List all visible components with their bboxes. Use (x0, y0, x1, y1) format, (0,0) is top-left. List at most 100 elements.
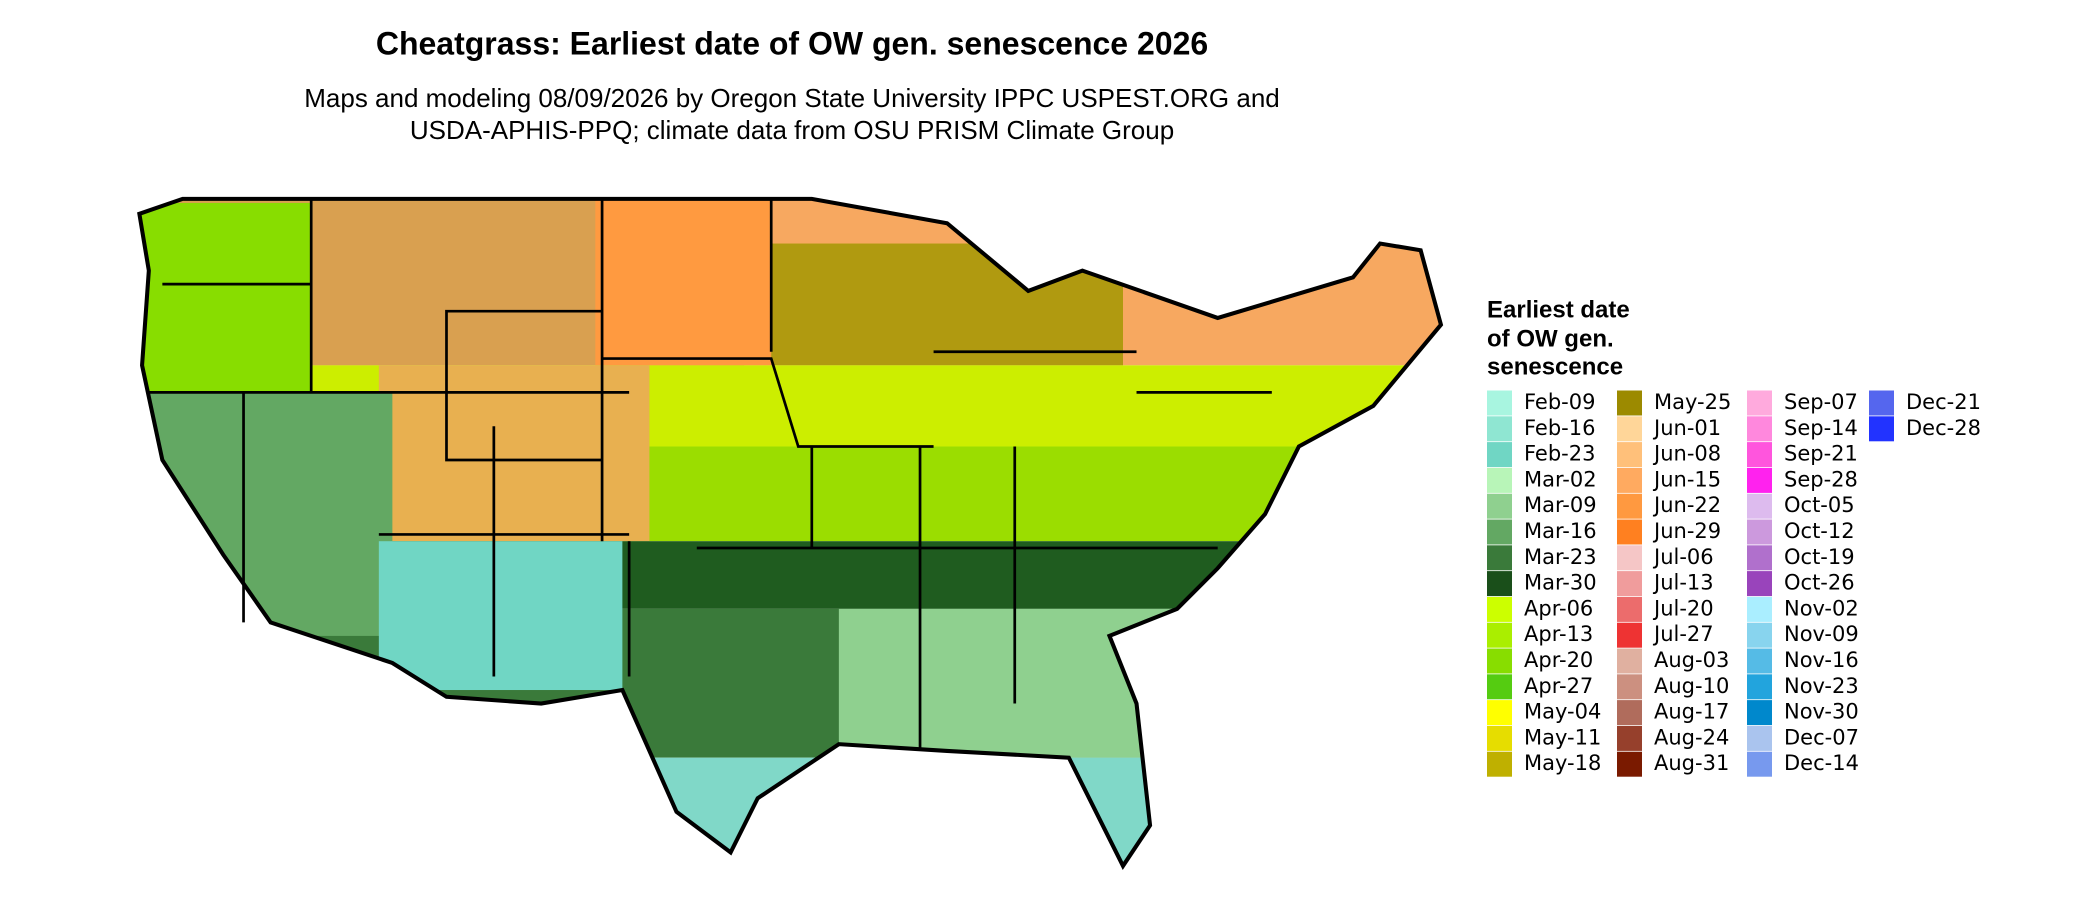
legend-swatch (1617, 442, 1642, 468)
legend-swatch (1487, 622, 1512, 648)
legend-title: senescence (1487, 353, 1623, 380)
legend-label: Oct-05 (1784, 493, 1855, 517)
legend-swatch (1617, 545, 1642, 571)
legend-swatch (1487, 545, 1512, 571)
legend-swatch (1617, 416, 1642, 442)
legend-label: Jun-22 (1652, 493, 1721, 517)
legend-label: Apr-06 (1524, 596, 1593, 620)
legend-swatch (1747, 545, 1772, 571)
legend-swatch (1487, 751, 1512, 777)
legend-swatch (1487, 725, 1512, 751)
legend-swatch (1617, 725, 1642, 751)
legend-swatch (1487, 571, 1512, 597)
legend-label: Mar-16 (1524, 519, 1597, 543)
legend-label: Aug-31 (1654, 751, 1729, 775)
legend-swatch (1869, 416, 1894, 442)
legend-swatch (1487, 648, 1512, 674)
legend-swatch (1747, 751, 1772, 777)
legend-label: Mar-30 (1524, 571, 1597, 595)
legend-label: Oct-19 (1784, 545, 1855, 569)
legend-swatch (1617, 519, 1642, 545)
map-subtitle: Maps and modeling 08/09/2026 by Oregon S… (304, 83, 1280, 113)
legend-swatch (1487, 442, 1512, 468)
legend-label: Feb-16 (1524, 416, 1595, 440)
legend-swatch (1747, 442, 1772, 468)
legend-label: Dec-14 (1784, 751, 1859, 775)
legend-swatch (1747, 467, 1772, 493)
legend-swatch (1617, 571, 1642, 597)
legend-label: May-11 (1524, 725, 1601, 749)
legend-swatch (1487, 467, 1512, 493)
legend-label: Jun-29 (1652, 519, 1721, 543)
legend-label: Mar-09 (1524, 493, 1597, 517)
legend-label: Sep-28 (1784, 467, 1858, 491)
legend-title: of OW gen. (1487, 325, 1614, 352)
legend-label: Sep-07 (1784, 390, 1858, 414)
legend-label: Aug-03 (1654, 648, 1729, 672)
legend-swatch (1747, 493, 1772, 519)
legend-swatch (1487, 596, 1512, 622)
legend-swatch (1487, 674, 1512, 700)
legend-label: Dec-28 (1906, 416, 1981, 440)
legend-label: Nov-02 (1784, 596, 1859, 620)
legend-swatch (1487, 390, 1512, 416)
legend-swatch (1617, 467, 1642, 493)
legend-label: Aug-10 (1654, 674, 1729, 698)
legend-swatch (1747, 700, 1772, 726)
legend-label: May-18 (1524, 751, 1601, 775)
legend-swatch (1487, 416, 1512, 442)
legend: Earliest date of OW gen. senescence Feb-… (1487, 296, 1981, 777)
legend-label: Nov-23 (1784, 674, 1859, 698)
legend-label: Jun-15 (1652, 467, 1721, 491)
map-subtitle: USDA-APHIS-PPQ; climate data from OSU PR… (410, 115, 1174, 145)
legend-swatch (1487, 519, 1512, 545)
legend-label: Jul-06 (1652, 545, 1714, 569)
legend-label: Nov-09 (1784, 622, 1859, 646)
legend-label: Jun-01 (1652, 416, 1721, 440)
legend-swatch (1747, 725, 1772, 751)
legend-swatch (1617, 596, 1642, 622)
legend-swatch (1747, 674, 1772, 700)
legend-label: Apr-20 (1524, 648, 1593, 672)
legend-swatch (1487, 700, 1512, 726)
us-map (137, 196, 1444, 870)
legend-swatch (1747, 622, 1772, 648)
legend-swatch (1617, 622, 1642, 648)
legend-label: Mar-23 (1524, 545, 1597, 569)
legend-label: Oct-26 (1784, 571, 1855, 595)
legend-swatch (1617, 674, 1642, 700)
legend-swatch (1747, 416, 1772, 442)
legend-label: Nov-16 (1784, 648, 1859, 672)
legend-label: Jul-20 (1652, 596, 1714, 620)
legend-label: Dec-21 (1906, 390, 1981, 414)
legend-swatch (1747, 648, 1772, 674)
legend-label: Aug-17 (1654, 700, 1729, 724)
legend-label: Aug-24 (1654, 725, 1729, 749)
legend-swatch (1747, 596, 1772, 622)
legend-label: May-04 (1524, 700, 1601, 724)
legend-swatch (1747, 519, 1772, 545)
legend-label: Mar-02 (1524, 467, 1597, 491)
legend-label: Sep-21 (1784, 442, 1858, 466)
legend-label: Apr-27 (1524, 674, 1593, 698)
legend-swatch (1617, 751, 1642, 777)
legend-label: Sep-14 (1784, 416, 1858, 440)
legend-swatch (1617, 700, 1642, 726)
legend-swatch (1487, 493, 1512, 519)
legend-swatch (1617, 648, 1642, 674)
map-title: Cheatgrass: Earliest date of OW gen. sen… (376, 25, 1208, 61)
legend-swatch (1617, 390, 1642, 416)
legend-label: Oct-12 (1784, 519, 1855, 543)
legend-label: Jul-27 (1652, 622, 1714, 646)
legend-label: May-25 (1654, 390, 1731, 414)
legend-title: Earliest date (1487, 296, 1630, 323)
legend-swatch (1617, 493, 1642, 519)
legend-label: Nov-30 (1784, 700, 1859, 724)
legend-label: Jun-08 (1652, 442, 1721, 466)
legend-swatch (1747, 571, 1772, 597)
legend-label: Apr-13 (1524, 622, 1593, 646)
legend-label: Dec-07 (1784, 725, 1859, 749)
legend-label: Feb-23 (1524, 442, 1595, 466)
